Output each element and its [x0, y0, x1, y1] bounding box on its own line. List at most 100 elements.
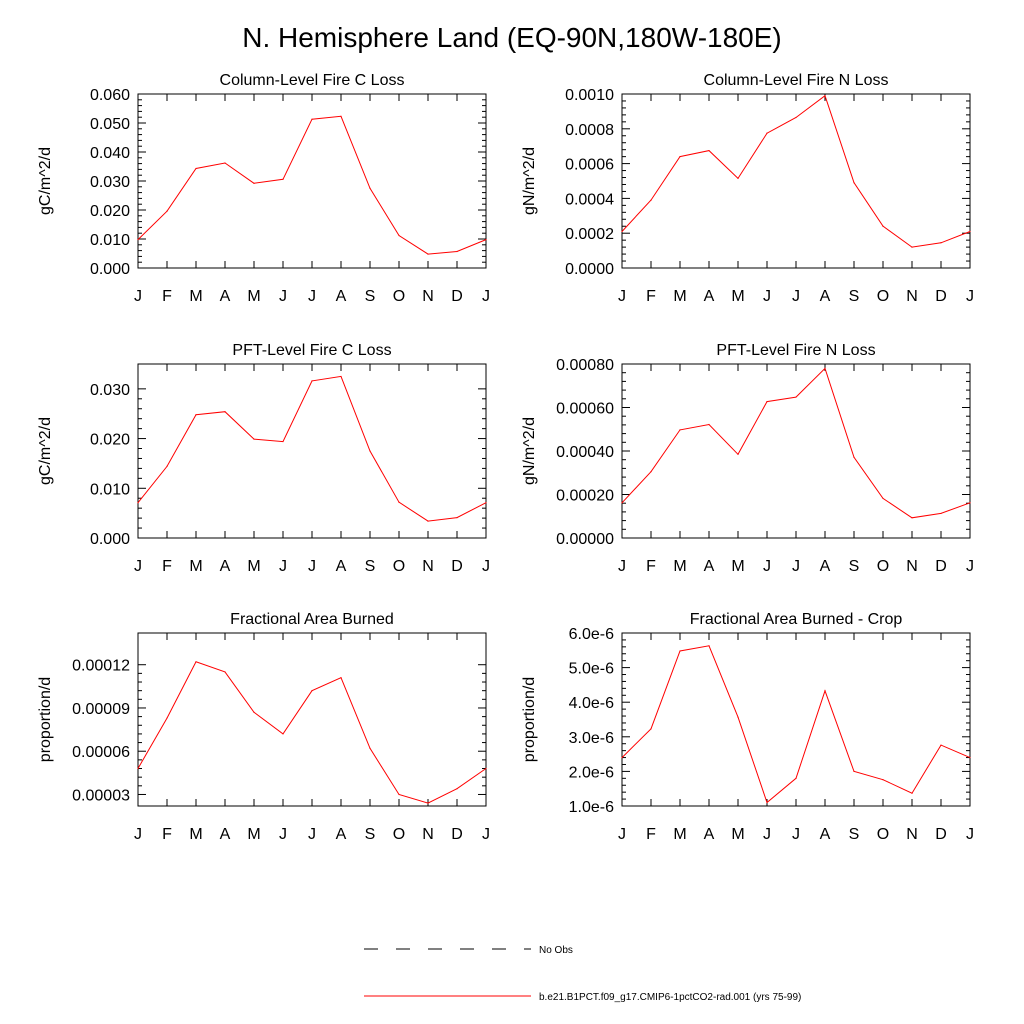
data-point [369, 747, 371, 749]
y-tick-label: 0.00009 [72, 701, 130, 718]
data-point [398, 501, 400, 503]
x-tick-label: D [451, 288, 463, 305]
x-tick-label: M [673, 558, 686, 575]
data-point [621, 756, 623, 759]
data-point [137, 502, 139, 504]
y-axis-label: proportion/d [521, 677, 538, 762]
data-point [940, 744, 942, 746]
x-tick-label: J [763, 288, 771, 305]
x-tick-label: M [247, 826, 260, 843]
chart-panel-2: J F M A M J J A S O N D J0.00000.00020.00040.00060.0… [521, 72, 974, 305]
x-tick-label: F [162, 826, 172, 843]
x-tick-label: J [134, 558, 142, 575]
data-point [969, 502, 971, 504]
x-tick-label: N [906, 288, 918, 305]
y-tick-label: 0.020 [90, 203, 130, 220]
y-tick-label: 1.0e-6 [569, 799, 614, 816]
data-point [621, 230, 623, 233]
x-tick-label: S [365, 826, 376, 843]
y-tick-label: 0.000 [90, 261, 130, 278]
y-tick-label: 0.030 [90, 382, 130, 399]
y-tick-label: 0.00040 [556, 444, 614, 461]
data-point [940, 242, 942, 244]
x-tick-label: M [247, 558, 260, 575]
chart-title: Fractional Area Burned [230, 611, 394, 628]
y-axis-label: gN/m^2/d [521, 417, 538, 485]
chart-title: PFT-Level Fire C Loss [232, 342, 391, 359]
data-point [795, 777, 797, 779]
data-point [795, 116, 797, 119]
data-point [795, 396, 797, 398]
x-tick-label: M [673, 826, 686, 843]
x-tick-label: A [820, 826, 831, 843]
data-point [882, 497, 884, 500]
data-point [708, 423, 710, 426]
x-tick-label: J [966, 558, 974, 575]
x-tick-label: S [849, 558, 860, 575]
y-tick-label: 0.00012 [72, 658, 130, 675]
data-point [940, 512, 942, 515]
data-point [650, 728, 652, 730]
x-tick-label: M [189, 288, 202, 305]
y-tick-label: 0.00080 [556, 357, 614, 374]
x-tick-label: A [336, 826, 347, 843]
x-tick-label: S [365, 288, 376, 305]
plot-frame [621, 93, 971, 269]
x-tick-label: O [877, 558, 889, 575]
data-point [427, 253, 429, 255]
x-tick-label: M [731, 558, 744, 575]
series-line [137, 115, 487, 255]
x-tick-label: J [792, 826, 800, 843]
x-tick-label: J [966, 288, 974, 305]
x-tick-label: D [451, 558, 463, 575]
x-tick-label: N [422, 826, 434, 843]
data-point [621, 502, 623, 504]
data-point [166, 465, 168, 468]
data-point [195, 167, 197, 170]
x-tick-label: J [618, 826, 626, 843]
data-point [456, 517, 458, 519]
x-tick-label: A [336, 558, 347, 575]
y-tick-label: 0.0008 [565, 122, 614, 139]
data-point [853, 770, 855, 773]
data-point [737, 716, 739, 718]
data-point [195, 414, 197, 416]
data-point [369, 450, 371, 452]
data-point [708, 645, 710, 647]
data-point [882, 779, 884, 781]
x-tick-label: D [935, 288, 947, 305]
data-point [253, 182, 255, 184]
y-tick-label: 0.020 [90, 432, 130, 449]
y-tick-label: 0.040 [90, 145, 130, 162]
data-point [282, 733, 284, 735]
series-line [621, 94, 971, 248]
chart-title: Column-Level Fire C Loss [220, 72, 405, 89]
data-point [137, 238, 139, 241]
data-point [224, 162, 226, 164]
data-point [340, 375, 342, 378]
data-point [166, 210, 168, 212]
x-tick-label: J [308, 826, 316, 843]
x-tick-label: J [763, 826, 771, 843]
y-tick-label: 0.050 [90, 116, 130, 133]
x-tick-label: F [646, 826, 656, 843]
y-tick-label: 2.0e-6 [569, 764, 614, 781]
y-axis-label: proportion/d [37, 677, 54, 762]
x-tick-label: O [393, 288, 405, 305]
data-point [911, 792, 913, 794]
chart-title: Column-Level Fire N Loss [704, 72, 889, 89]
x-tick-label: O [393, 558, 405, 575]
y-tick-label: 0.00020 [556, 488, 614, 505]
data-point [824, 690, 826, 692]
x-tick-label: J [279, 826, 287, 843]
y-tick-label: 0.0006 [565, 157, 614, 174]
y-tick-label: 0.00000 [556, 531, 614, 548]
data-point [340, 115, 342, 117]
x-tick-label: J [134, 826, 142, 843]
legend: No Obs b.e21.B1PCT.f09_g17.CMIP6-1pctCO2-… [364, 945, 801, 1003]
plot-frame [137, 632, 487, 807]
data-point [166, 717, 168, 719]
chart-title: Fractional Area Burned - Crop [690, 611, 903, 628]
x-tick-label: M [189, 558, 202, 575]
data-point [456, 250, 458, 253]
